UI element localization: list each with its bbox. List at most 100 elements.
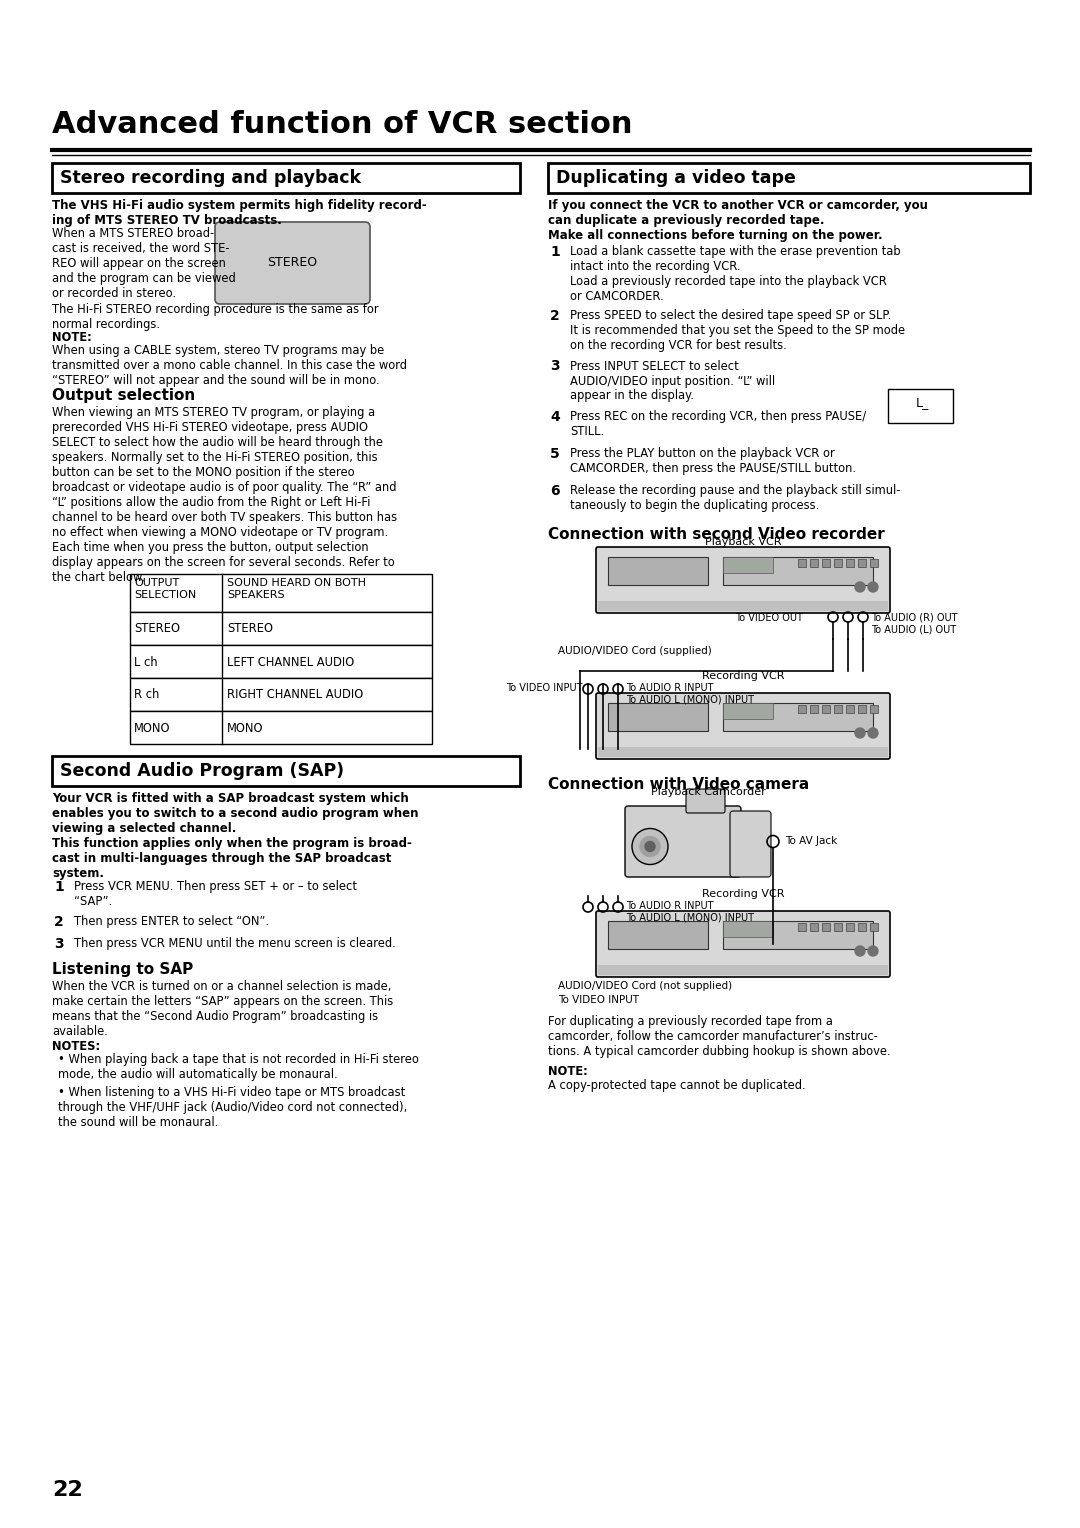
Text: 1: 1 xyxy=(550,244,559,260)
Text: L ch: L ch xyxy=(134,656,158,669)
Bar xyxy=(822,559,831,567)
Text: MONO: MONO xyxy=(134,721,171,735)
Bar xyxy=(548,163,1030,193)
Bar xyxy=(798,559,806,567)
Text: NOTES:: NOTES: xyxy=(52,1041,100,1053)
Bar xyxy=(870,704,878,714)
Text: • When playing back a tape that is not recorded in Hi-Fi stereo
mode, the audio : • When playing back a tape that is not r… xyxy=(58,1053,419,1080)
Text: When the VCR is turned on or a channel selection is made,
make certain the lette: When the VCR is turned on or a channel s… xyxy=(52,979,393,1038)
Bar xyxy=(870,923,878,931)
Bar xyxy=(834,923,842,931)
Text: 2: 2 xyxy=(550,309,559,322)
Text: Second Audio Program (SAP): Second Audio Program (SAP) xyxy=(60,762,345,779)
Text: R ch: R ch xyxy=(134,689,160,701)
Text: STEREO: STEREO xyxy=(134,622,180,636)
Text: To VIDEO OUT: To VIDEO OUT xyxy=(735,613,804,623)
Text: To AUDIO (R) OUT: To AUDIO (R) OUT xyxy=(870,613,958,623)
Text: RIGHT CHANNEL AUDIO: RIGHT CHANNEL AUDIO xyxy=(227,689,363,701)
Bar xyxy=(888,388,953,423)
Circle shape xyxy=(868,582,878,591)
Text: 22: 22 xyxy=(52,1481,83,1500)
Text: To VIDEO INPUT: To VIDEO INPUT xyxy=(558,995,639,1005)
Bar xyxy=(52,163,519,193)
Text: Then press VCR MENU until the menu screen is cleared.: Then press VCR MENU until the menu scree… xyxy=(75,937,395,949)
Circle shape xyxy=(640,836,660,857)
Bar xyxy=(608,703,708,730)
Text: Press the PLAY button on the playback VCR or
CAMCORDER, then press the PAUSE/STI: Press the PLAY button on the playback VC… xyxy=(570,448,856,475)
Text: To AUDIO L (MONO) INPUT: To AUDIO L (MONO) INPUT xyxy=(626,914,754,923)
Bar xyxy=(870,559,878,567)
Circle shape xyxy=(632,828,669,865)
Text: Listening to SAP: Listening to SAP xyxy=(52,963,193,976)
Text: If you connect the VCR to another VCR or camcorder, you
can duplicate a previous: If you connect the VCR to another VCR or… xyxy=(548,199,928,241)
FancyBboxPatch shape xyxy=(596,547,890,613)
Text: LEFT CHANNEL AUDIO: LEFT CHANNEL AUDIO xyxy=(227,656,354,669)
FancyBboxPatch shape xyxy=(730,811,771,877)
Text: • When listening to a VHS Hi-Fi video tape or MTS broadcast
through the VHF/UHF : • When listening to a VHS Hi-Fi video ta… xyxy=(58,1086,407,1129)
Text: For duplicating a previously recorded tape from a
camcorder, follow the camcorde: For duplicating a previously recorded ta… xyxy=(548,1015,891,1057)
Text: SOUND HEARD ON BOTH
SPEAKERS: SOUND HEARD ON BOTH SPEAKERS xyxy=(227,578,366,599)
Bar xyxy=(858,704,866,714)
Text: Duplicating a video tape: Duplicating a video tape xyxy=(556,170,796,186)
Text: AUDIO/VIDEO Cord (supplied): AUDIO/VIDEO Cord (supplied) xyxy=(558,646,712,656)
Circle shape xyxy=(868,727,878,738)
Bar xyxy=(810,923,818,931)
Text: Output selection: Output selection xyxy=(52,388,195,403)
Text: AUDIO/VIDEO Cord (not supplied): AUDIO/VIDEO Cord (not supplied) xyxy=(558,981,732,992)
Text: Then press ENTER to select “ON”.: Then press ENTER to select “ON”. xyxy=(75,915,269,927)
Bar xyxy=(130,711,432,744)
Bar xyxy=(798,923,806,931)
Bar xyxy=(598,601,888,611)
Circle shape xyxy=(855,946,865,957)
Bar xyxy=(858,923,866,931)
Circle shape xyxy=(855,582,865,591)
Bar xyxy=(798,704,806,714)
Text: When viewing an MTS STEREO TV program, or playing a
prerecorded VHS Hi-Fi STEREO: When viewing an MTS STEREO TV program, o… xyxy=(52,406,397,584)
Text: Press VCR MENU. Then press SET + or – to select
“SAP”.: Press VCR MENU. Then press SET + or – to… xyxy=(75,880,357,908)
Text: Your VCR is fitted with a SAP broadcast system which
enables you to switch to a : Your VCR is fitted with a SAP broadcast … xyxy=(52,792,419,880)
Bar xyxy=(608,558,708,585)
Text: Release the recording pause and the playback still simul-
taneously to begin the: Release the recording pause and the play… xyxy=(570,484,901,512)
Circle shape xyxy=(868,946,878,957)
Text: The VHS Hi-Fi audio system permits high fidelity record-
ing of MTS STEREO TV br: The VHS Hi-Fi audio system permits high … xyxy=(52,199,427,228)
Text: Recording VCR: Recording VCR xyxy=(702,671,784,681)
FancyBboxPatch shape xyxy=(625,805,741,877)
Text: Load a blank cassette tape with the erase prevention tab
intact into the recordi: Load a blank cassette tape with the eras… xyxy=(570,244,901,303)
Text: When a MTS STEREO broad-
cast is received, the word STE-
REO will appear on the : When a MTS STEREO broad- cast is receive… xyxy=(52,228,235,299)
Bar xyxy=(130,613,432,645)
Bar xyxy=(52,756,519,785)
Bar xyxy=(608,921,708,949)
Text: STEREO: STEREO xyxy=(227,622,273,636)
Bar xyxy=(858,559,866,567)
Text: Recording VCR: Recording VCR xyxy=(702,889,784,898)
Bar xyxy=(834,559,842,567)
Text: NOTE:: NOTE: xyxy=(52,332,92,344)
Bar xyxy=(846,923,854,931)
Bar xyxy=(723,558,873,585)
FancyBboxPatch shape xyxy=(596,911,890,976)
Bar xyxy=(598,747,888,756)
Bar xyxy=(846,704,854,714)
Circle shape xyxy=(855,727,865,738)
Text: 4: 4 xyxy=(550,410,559,423)
Bar xyxy=(810,704,818,714)
Text: To AUDIO R INPUT: To AUDIO R INPUT xyxy=(626,683,714,694)
Bar xyxy=(130,575,432,613)
Text: Connection with Video camera: Connection with Video camera xyxy=(548,778,809,792)
Text: 3: 3 xyxy=(54,937,64,950)
FancyBboxPatch shape xyxy=(215,222,370,304)
Text: Press REC on the recording VCR, then press PAUSE/
STILL.: Press REC on the recording VCR, then pre… xyxy=(570,410,866,439)
Text: When using a CABLE system, stereo TV programs may be
transmitted over a mono cab: When using a CABLE system, stereo TV pro… xyxy=(52,344,407,387)
Text: 5: 5 xyxy=(550,448,559,461)
Bar xyxy=(130,678,432,711)
Text: To AV Jack: To AV Jack xyxy=(785,836,837,847)
Bar xyxy=(598,966,888,975)
Text: A copy-protected tape cannot be duplicated.: A copy-protected tape cannot be duplicat… xyxy=(548,1079,806,1093)
Text: NOTE:: NOTE: xyxy=(548,1065,588,1077)
Text: 1: 1 xyxy=(54,880,64,894)
FancyBboxPatch shape xyxy=(686,788,725,813)
Text: Stereo recording and playback: Stereo recording and playback xyxy=(60,170,361,186)
Text: 2: 2 xyxy=(54,915,64,929)
Text: 3: 3 xyxy=(550,359,559,373)
Text: To VIDEO INPUT: To VIDEO INPUT xyxy=(507,683,583,694)
